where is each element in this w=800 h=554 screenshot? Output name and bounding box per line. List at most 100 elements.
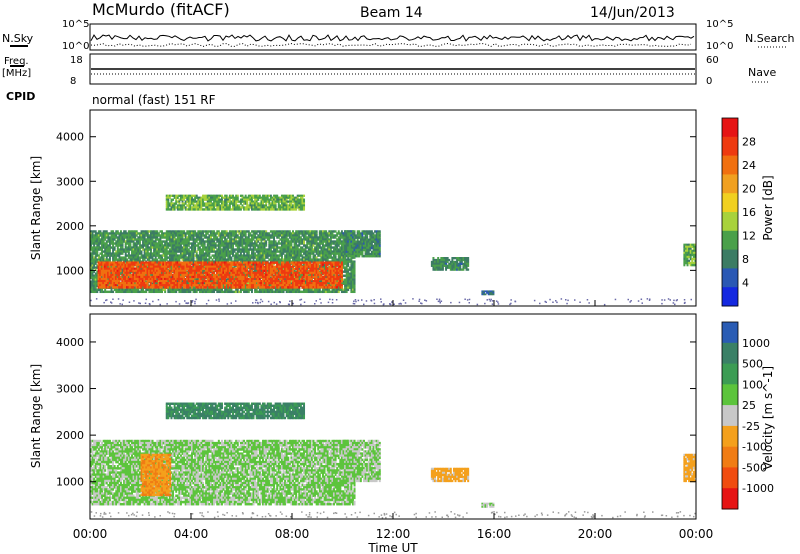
heatmap-cell [222, 250, 225, 253]
heatmap-cell [304, 254, 307, 257]
heatmap-cell [211, 288, 214, 292]
heatmap-cell [269, 288, 272, 292]
heatmap-cell [115, 244, 118, 247]
heatmap-cell [167, 230, 170, 233]
heatmap-cell [132, 232, 135, 235]
nsky-tick-low: 10^0 [62, 41, 89, 52]
heatmap-cell [213, 248, 216, 251]
heatmap-cell [288, 290, 291, 294]
heatmap-cell [202, 256, 205, 259]
heatmap-cell [123, 238, 126, 241]
heatmap-cell [173, 232, 176, 235]
heatmap-cell [318, 258, 321, 261]
heatmap-cell [170, 288, 173, 292]
heatmap-cell [230, 246, 233, 249]
heatmap-cell [90, 244, 92, 247]
heatmap-cell [154, 252, 157, 255]
heatmap-cell [288, 230, 291, 233]
heatmap-cell [133, 261, 136, 264]
heatmap-cell [91, 238, 94, 241]
heatmap-cell [328, 242, 331, 245]
heatmap-cell [142, 234, 145, 237]
heatmap-cell [239, 254, 242, 257]
heatmap-cell [186, 246, 189, 249]
heatmap-cell [213, 238, 216, 241]
heatmap-cell [111, 275, 114, 279]
heatmap-cell [282, 240, 285, 243]
nsearch-trace [90, 42, 692, 48]
heatmap-cell [268, 240, 271, 243]
heatmap-cell [99, 265, 102, 269]
heatmap-cell [228, 256, 231, 259]
heatmap-cell [148, 238, 151, 241]
heatmap-cell [130, 284, 133, 287]
heatmap-cell [116, 273, 119, 277]
heatmap-cell [178, 256, 181, 259]
heatmap-cell [219, 252, 222, 255]
heatmap-cell [288, 260, 291, 263]
heatmap-cell [230, 236, 233, 239]
heatmap-cell [124, 232, 127, 235]
heatmap-cell [200, 240, 203, 243]
heatmap-cell [309, 240, 312, 243]
heatmap-cell [165, 258, 168, 261]
heatmap-cell [303, 242, 306, 245]
heatmap-cell [225, 290, 228, 294]
heatmap-cell [149, 242, 152, 245]
heatmap-cell [205, 256, 208, 259]
heatmap-cell [186, 258, 189, 261]
heatmap-cell [181, 286, 184, 290]
heatmap-cell [236, 248, 239, 251]
heatmap-cell [337, 252, 340, 255]
heatmap-cell [282, 244, 285, 247]
heatmap-cell [276, 256, 279, 259]
heatmap-cell [284, 258, 287, 261]
heatmap-cell [276, 254, 279, 257]
heatmap-cell [233, 278, 236, 281]
heatmap-cell [247, 230, 250, 233]
heatmap-cell [115, 254, 118, 257]
heatmap-cell [104, 290, 107, 294]
heatmap-cell [140, 252, 143, 255]
heatmap-cell [344, 260, 347, 263]
heatmap-cell [127, 240, 130, 243]
heatmap-cell [90, 256, 92, 259]
heatmap-cell [187, 290, 190, 294]
heatmap-cell [110, 252, 113, 255]
heatmap-cell [263, 242, 266, 245]
heatmap-cell [146, 258, 149, 261]
heatmap-cell [325, 240, 328, 243]
heatmap-cell [165, 252, 168, 255]
heatmap-cell [184, 254, 187, 257]
heatmap-cell [334, 248, 337, 251]
heatmap-cell [119, 288, 122, 292]
heatmap-cell [143, 290, 146, 294]
heatmap-cell [331, 288, 334, 292]
heatmap-cell [167, 238, 170, 241]
heatmap-cell [293, 244, 296, 247]
heatmap-cell [247, 248, 250, 251]
heatmap-cell [273, 238, 276, 241]
heatmap-cell [93, 286, 96, 290]
heatmap-cell [135, 258, 138, 261]
heatmap-cell [93, 276, 96, 279]
heatmap-cell [323, 290, 326, 294]
heatmap-cell [127, 290, 130, 294]
heatmap-cell [269, 252, 272, 255]
heatmap-cell [93, 240, 96, 243]
heatmap-cell [290, 256, 293, 259]
heatmap-cell [241, 242, 244, 245]
cpid-label: CPID [6, 90, 35, 103]
heatmap-cell [178, 240, 181, 243]
heatmap-cell [314, 258, 317, 261]
heatmap-cell [345, 290, 348, 294]
heatmap-cell [315, 246, 318, 249]
heatmap-cell [100, 286, 103, 289]
heatmap-cell [154, 248, 157, 251]
heatmap-cell [101, 234, 104, 237]
heatmap-cell [191, 234, 193, 237]
heatmap-cell [176, 258, 179, 261]
heatmap-cell [268, 246, 271, 249]
heatmap-cell [342, 264, 345, 267]
heatmap-cell [257, 238, 260, 241]
